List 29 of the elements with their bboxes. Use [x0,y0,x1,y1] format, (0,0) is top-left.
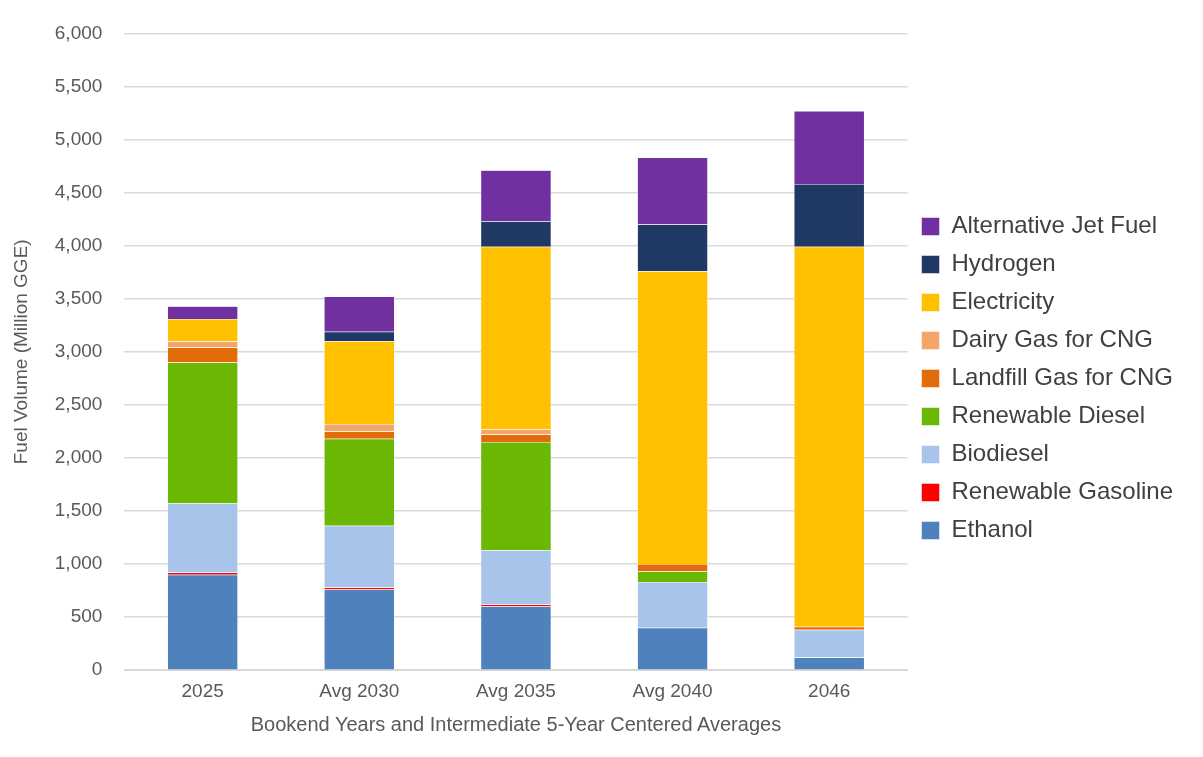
legend-label: Hydrogen [951,249,1056,277]
y-tick-label: 500 [70,605,103,627]
legend-label: Alternative Jet Fuel [951,211,1157,239]
y-tick-label: 3,500 [54,286,103,308]
x-tick-label: 2025 [181,679,224,701]
y-tick-label: 2,000 [54,446,103,468]
legend-label: Renewable Diesel [951,401,1145,429]
legend-label: Dairy Gas for CNG [951,325,1153,353]
y-tick-label: 4,500 [54,180,103,202]
x-axis-title: Bookend Years and Intermediate 5-Year Centered Averages [250,712,782,735]
y-tick-label: 1,000 [54,552,103,574]
y-tick-label: 5,500 [54,74,103,96]
legend-label: Ethanol [951,515,1033,543]
x-tick-label: 2046 [808,679,851,701]
y-tick-label: 1,500 [54,499,103,521]
legend-label: Electricity [951,287,1055,315]
x-tick-label: Avg 2035 [475,679,556,701]
y-tick-label: 4,000 [54,233,103,255]
y-tick-label: 2,500 [54,393,103,415]
legend-label: Landfill Gas for CNG [951,363,1173,391]
y-tick-label: 6,000 [54,21,103,43]
legend-label: Renewable Gasoline [951,477,1174,505]
x-tick-label: Avg 2030 [319,679,400,701]
y-tick-label: 3,000 [54,340,103,362]
y-tick-label: 5,000 [54,127,103,149]
legend-label: Biodiesel [951,439,1049,467]
y-axis-title: Fuel Volume (Million GGE) [9,239,31,465]
x-tick-label: Avg 2040 [632,679,713,701]
y-tick-label: 0 [91,658,103,680]
